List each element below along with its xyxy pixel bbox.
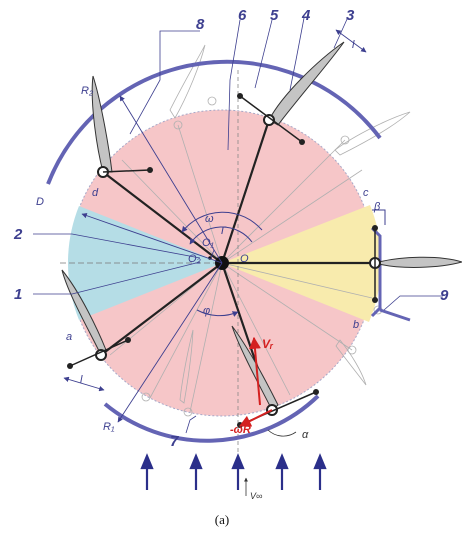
label-4: 4 [301,7,311,24]
label-a: a [66,331,72,343]
figure-caption: (a) [215,512,229,527]
label-o: O [240,253,249,265]
label-t: T [219,225,227,237]
blade-top-right [268,41,345,126]
link-joints [67,93,378,428]
beta-bracket [372,209,386,225]
blade-right [373,256,462,268]
guide-rail-right [370,226,411,322]
alpha-arc [267,429,297,437]
label-9: 9 [440,287,449,304]
l-dimension-bottom [63,376,105,392]
label-c: c [363,187,369,199]
blade-bottom-left [61,269,107,356]
omega-arrow [181,211,263,233]
label-omega-r: -ωR [230,424,251,436]
free-stream-arrows [140,453,327,490]
label-vinf: V∞ [250,491,262,501]
label-beta: β [373,201,381,213]
label-d-lower: d [92,187,99,199]
label-l-bottom: l [80,374,83,386]
leader-lines [33,16,443,434]
blade-top-left [91,75,113,173]
label-o1: O₁ [202,237,215,249]
l-dimension-top [335,29,367,53]
guide-rail-bottom [103,394,320,443]
label-1: 1 [14,286,22,303]
r2-arrow [119,95,223,264]
label-o2: O₂ [188,253,202,265]
r1-arrow [117,262,223,423]
blade-bottom [231,325,279,411]
label-vr: Vᵣ [262,337,274,351]
label-b: b [353,319,359,331]
label-2: 2 [13,226,23,243]
label-phi: φ [203,305,210,317]
label-8: 8 [196,16,205,33]
label-r2: R₂ [81,85,94,97]
blades [61,41,462,411]
label-d-upper: D [36,196,44,208]
label-alpha: α [302,429,309,441]
label-l-top: l [352,39,355,51]
phi-arc [196,309,239,317]
guide-rail-top [46,59,382,185]
omega-r-arrow [238,409,273,427]
ghost-blade-positions [109,44,411,417]
d-arrow [81,213,223,264]
label-omega: ω [205,213,214,225]
label-6: 6 [238,7,247,24]
torque-arrow [189,226,253,245]
vr-arrow [248,336,261,406]
label-3: 3 [346,7,355,24]
label-5: 5 [270,7,279,24]
label-r1: R₁ [103,421,115,433]
label-7: 7 [170,433,179,450]
